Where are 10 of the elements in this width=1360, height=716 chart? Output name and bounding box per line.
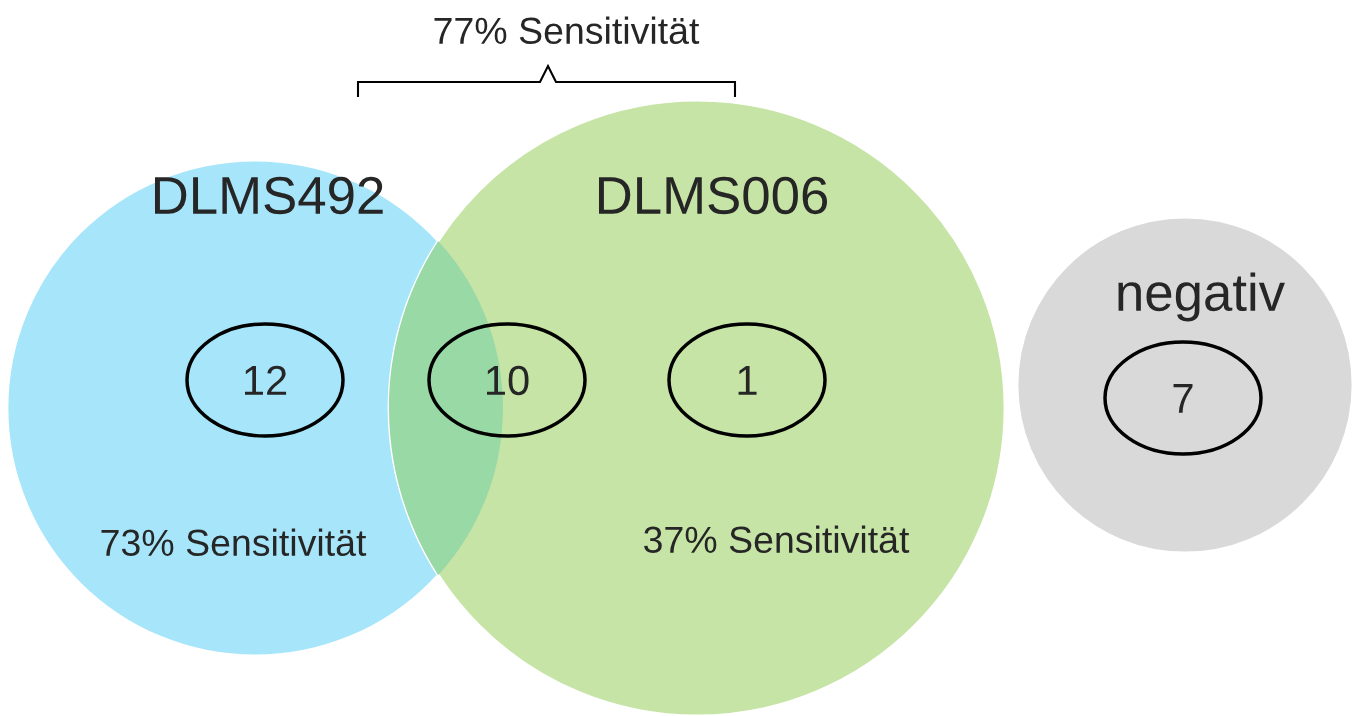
category-label: DLMS492 xyxy=(154,176,383,215)
category-label: DLMS006 xyxy=(598,176,828,215)
text: 77% Sensitivität xyxy=(434,16,700,45)
data-label: 1 xyxy=(738,366,757,395)
data-label: 10 xyxy=(487,365,529,396)
data-label: 7 xyxy=(1173,384,1193,413)
text: 73% Sensitivität xyxy=(101,528,367,557)
data-label: 12 xyxy=(245,365,287,395)
category-label: negativ xyxy=(1118,272,1285,322)
text: 37% Sensitivität xyxy=(644,525,910,554)
